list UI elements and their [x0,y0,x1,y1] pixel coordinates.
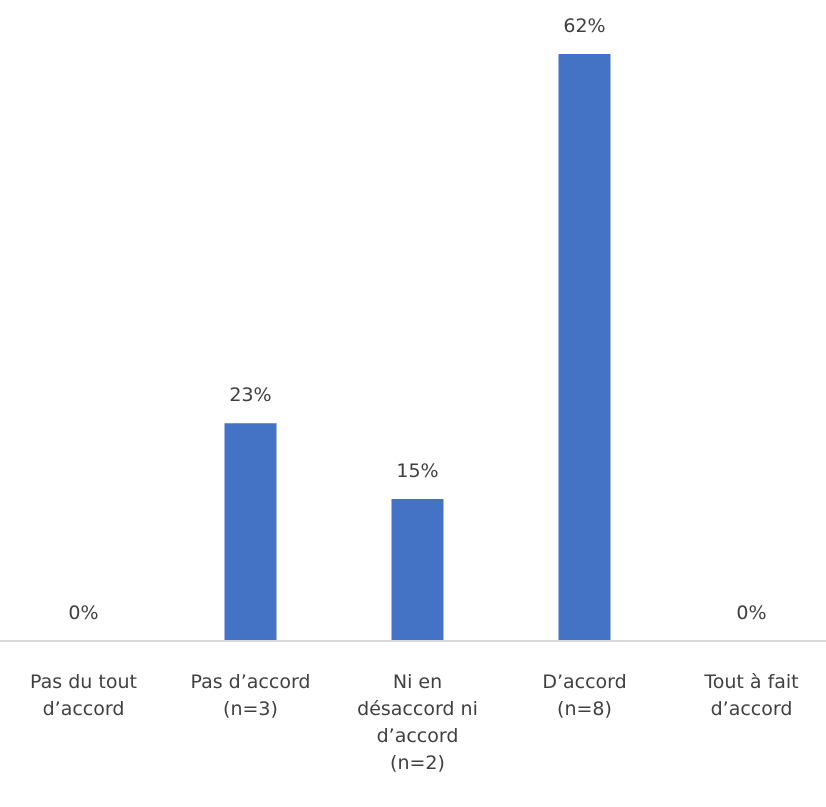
data-label-2: 23% [229,384,271,406]
category-label-line: Tout à fait [703,671,798,693]
category-label-line: (n=3) [223,698,278,720]
category-label-line: d’accord [711,698,793,720]
bars-layer [224,54,611,641]
bar-4 [558,54,611,641]
category-label-line: Pas du tout [30,671,137,693]
category-label-4: D’accord (n=8) [542,671,626,720]
category-label-line: D’accord [542,671,626,693]
data-label-5: 0% [736,602,766,624]
category-label-line: Pas d’accord [191,671,311,693]
data-label-4: 62% [563,15,605,37]
data-labels-layer: 0% 23% 15% 62% 0% [68,15,766,624]
category-label-line: désaccord ni [357,698,478,720]
bar-3 [391,498,444,641]
category-label-line: (n=2) [390,752,445,774]
category-label-line: d’accord [43,698,125,720]
category-label-2: Pas d’accord (n=3) [191,671,311,720]
category-label-line: Ni en [393,671,442,693]
category-label-line: d’accord [377,725,459,747]
data-label-3: 15% [396,460,438,482]
category-labels-layer: Pas du tout d’accord Pas d’accord (n=3) Ni e… [30,671,799,774]
category-label-line: (n=8) [557,698,612,720]
bar-2 [224,423,277,641]
category-label-3: Ni en désaccord ni d’accord (n=2) [357,671,478,774]
category-label-1: Pas du tout d’accord [30,671,137,720]
data-label-1: 0% [68,602,98,624]
category-label-5: Tout à fait d’accord [703,671,798,720]
